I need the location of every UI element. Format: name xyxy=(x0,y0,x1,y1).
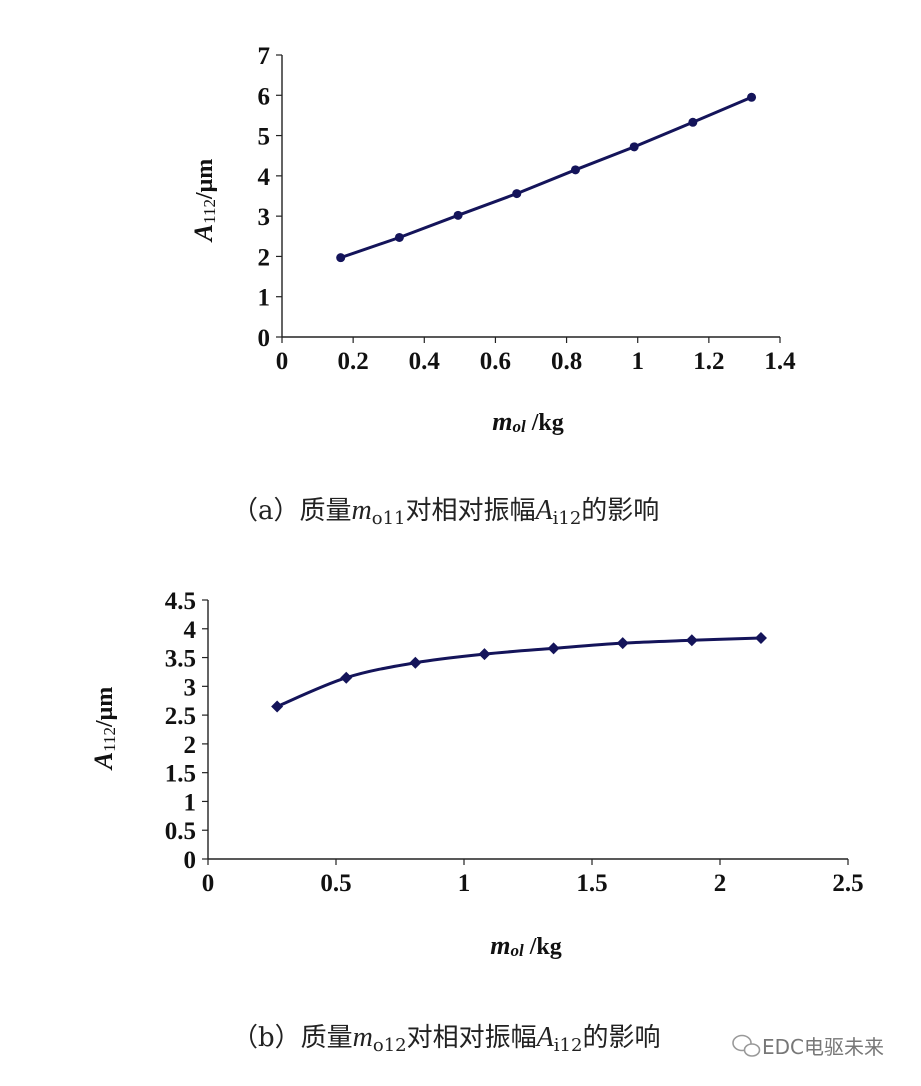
chart-a-caption-var2-sub: i12 xyxy=(553,508,582,529)
chart-a-x-axis-unit: /kg xyxy=(526,410,564,436)
chart-a-y-axis-symbol: A xyxy=(189,224,218,243)
chart-a-tick-labels: 0 0.2 0.4 0.6 0.8 1 1.2 1.4 0 1 2 3 4 5 6 7 xyxy=(258,43,797,375)
chart-a-x-tick-label: 0 xyxy=(276,348,289,375)
chart-a-x-tick-label: 1.4 xyxy=(764,348,796,375)
chart-a-y-tick-label: 3 xyxy=(258,204,271,231)
chart-a-y-tick-label: 0 xyxy=(258,325,271,352)
wechat-icon xyxy=(732,1034,761,1057)
chart-a-x-tick-label: 0.4 xyxy=(409,348,441,375)
chart-b-data-point xyxy=(547,642,560,655)
chart-b-y-tick-label: 0.5 xyxy=(165,818,196,845)
watermark: EDC电驱未来 xyxy=(732,1034,884,1059)
chart-b-series xyxy=(271,631,767,713)
chart-b-y-tick-label: 1 xyxy=(184,789,197,816)
chart-a-y-tick-label: 2 xyxy=(258,244,271,271)
chart-b-y-axis-title: A112/μm xyxy=(89,687,119,771)
chart-b-data-point xyxy=(616,637,629,650)
chart-b-y-axis-unit: /μm xyxy=(92,687,118,728)
chart-a-y-tick-label: 1 xyxy=(258,285,271,312)
chart-b-data-point xyxy=(754,631,767,644)
chart-b-y-axis-symbol: A xyxy=(89,752,118,771)
chart-a-data-point xyxy=(394,232,404,242)
chart-a-caption-middle: 对相对振幅 xyxy=(406,496,536,526)
chart-a-y-tick-label: 5 xyxy=(258,124,271,151)
chart-a-y-tick-label: 6 xyxy=(258,83,271,110)
chart-a-y-axis-subscript: 112 xyxy=(200,199,219,224)
chart-b-x-axis-unit: /kg xyxy=(524,934,562,960)
chart-a-x-axis-symbol: m xyxy=(492,407,512,436)
chart-b-x-tick-label: 0 xyxy=(202,870,215,897)
chart-a-series-line xyxy=(340,95,753,260)
chart-b-caption: （b）质量mo12对相对振幅Ai12的影响 xyxy=(232,1022,660,1056)
chart-b-caption-middle: 对相对振幅 xyxy=(407,1023,537,1053)
chart-a-x-tick-label: 1.2 xyxy=(693,348,724,375)
chart-b-series-line xyxy=(276,636,762,708)
chart-a-y-axis-unit: /μm xyxy=(192,159,218,200)
chart-a-data-point xyxy=(453,210,463,220)
chart-b-data-point xyxy=(685,634,698,647)
chart-b-y-tick-label: 2 xyxy=(184,732,197,759)
chart-a-y-tick-label: 7 xyxy=(258,43,271,70)
chart-a-caption-var2: A xyxy=(534,495,554,526)
chart-b-y-tick-label: 1.5 xyxy=(165,761,196,788)
chart-a-data-point xyxy=(512,189,522,199)
chart-a-data-point xyxy=(747,92,757,102)
chart-b-tick-labels: 0 0.5 1 1.5 2 2.500.511.522.533.544.5 xyxy=(165,588,864,897)
chart-b-y-tick-label: 3.5 xyxy=(165,646,196,673)
chart-b-caption-var2-sub: i12 xyxy=(554,1035,583,1056)
chart-a-y-axis-title: A112/μm xyxy=(189,159,219,243)
chart-b-x-tick-label: 2.5 xyxy=(832,870,863,897)
chart-a-caption-var-sub: o11 xyxy=(372,508,406,529)
chart-a-x-tick-label: 0.6 xyxy=(480,348,511,375)
chart-a-x-axis-subscript: ol xyxy=(512,417,526,436)
chart-a-y-tick-label: 4 xyxy=(258,164,271,191)
chart-b-caption-var: m xyxy=(353,1022,373,1053)
chart-b-x-tick-label: 0.5 xyxy=(320,870,351,897)
chart-panel-b: 0 0.5 1 1.5 2 2.500.511.522.533.544.5 A112/μm… xyxy=(89,588,864,1056)
chart-b-x-axis-symbol: m xyxy=(490,931,510,960)
chart-a-x-tick-label: 0.8 xyxy=(551,348,582,375)
chart-b-caption-var-sub: o12 xyxy=(373,1035,407,1056)
chart-b-data-point xyxy=(340,671,353,684)
chart-b-data-point xyxy=(478,648,491,661)
chart-a-series xyxy=(336,92,757,263)
chart-b-caption-suffix: 的影响 xyxy=(582,1023,660,1053)
chart-a-caption-prefix: （a）质量 xyxy=(232,496,352,526)
chart-b-caption-prefix: （b）质量 xyxy=(232,1023,353,1053)
chart-b-x-tick-label: 1.5 xyxy=(576,870,607,897)
chart-b-y-tick-label: 4.5 xyxy=(165,588,196,615)
chart-b-y-tick-label: 3 xyxy=(184,674,197,701)
chart-b-data-point xyxy=(271,700,284,713)
chart-a-axes xyxy=(276,54,781,343)
chart-b-axes xyxy=(202,599,849,865)
chart-b-y-tick-label: 0 xyxy=(184,847,197,874)
chart-b-y-tick-label: 2.5 xyxy=(165,703,196,730)
chart-a-caption-var: m xyxy=(352,495,372,526)
chart-a-x-tick-label: 1 xyxy=(631,348,644,375)
chart-a-caption: （a）质量mo11对相对振幅Ai12的影响 xyxy=(232,495,659,529)
chart-b-x-axis-subscript: ol xyxy=(510,941,524,960)
chart-a-data-point xyxy=(570,165,580,175)
chart-a-data-point xyxy=(336,253,346,263)
chart-b-x-tick-label: 2 xyxy=(714,870,727,897)
chart-b-x-tick-label: 1 xyxy=(458,870,471,897)
chart-b-data-point xyxy=(409,656,422,669)
chart-a-data-point xyxy=(629,142,639,152)
chart-b-y-axis-subscript: 112 xyxy=(100,727,119,752)
chart-b-y-tick-label: 4 xyxy=(184,617,197,644)
chart-a-caption-suffix: 的影响 xyxy=(581,496,659,526)
chart-b-x-axis-title: mol /kg xyxy=(490,931,561,960)
watermark-text: EDC电驱未来 xyxy=(762,1035,884,1059)
chart-a-x-tick-label: 0.2 xyxy=(338,348,369,375)
chart-a-data-point xyxy=(688,117,698,127)
chart-a-x-axis-title: mol /kg xyxy=(492,407,563,436)
chart-b-caption-var2: A xyxy=(535,1022,555,1053)
